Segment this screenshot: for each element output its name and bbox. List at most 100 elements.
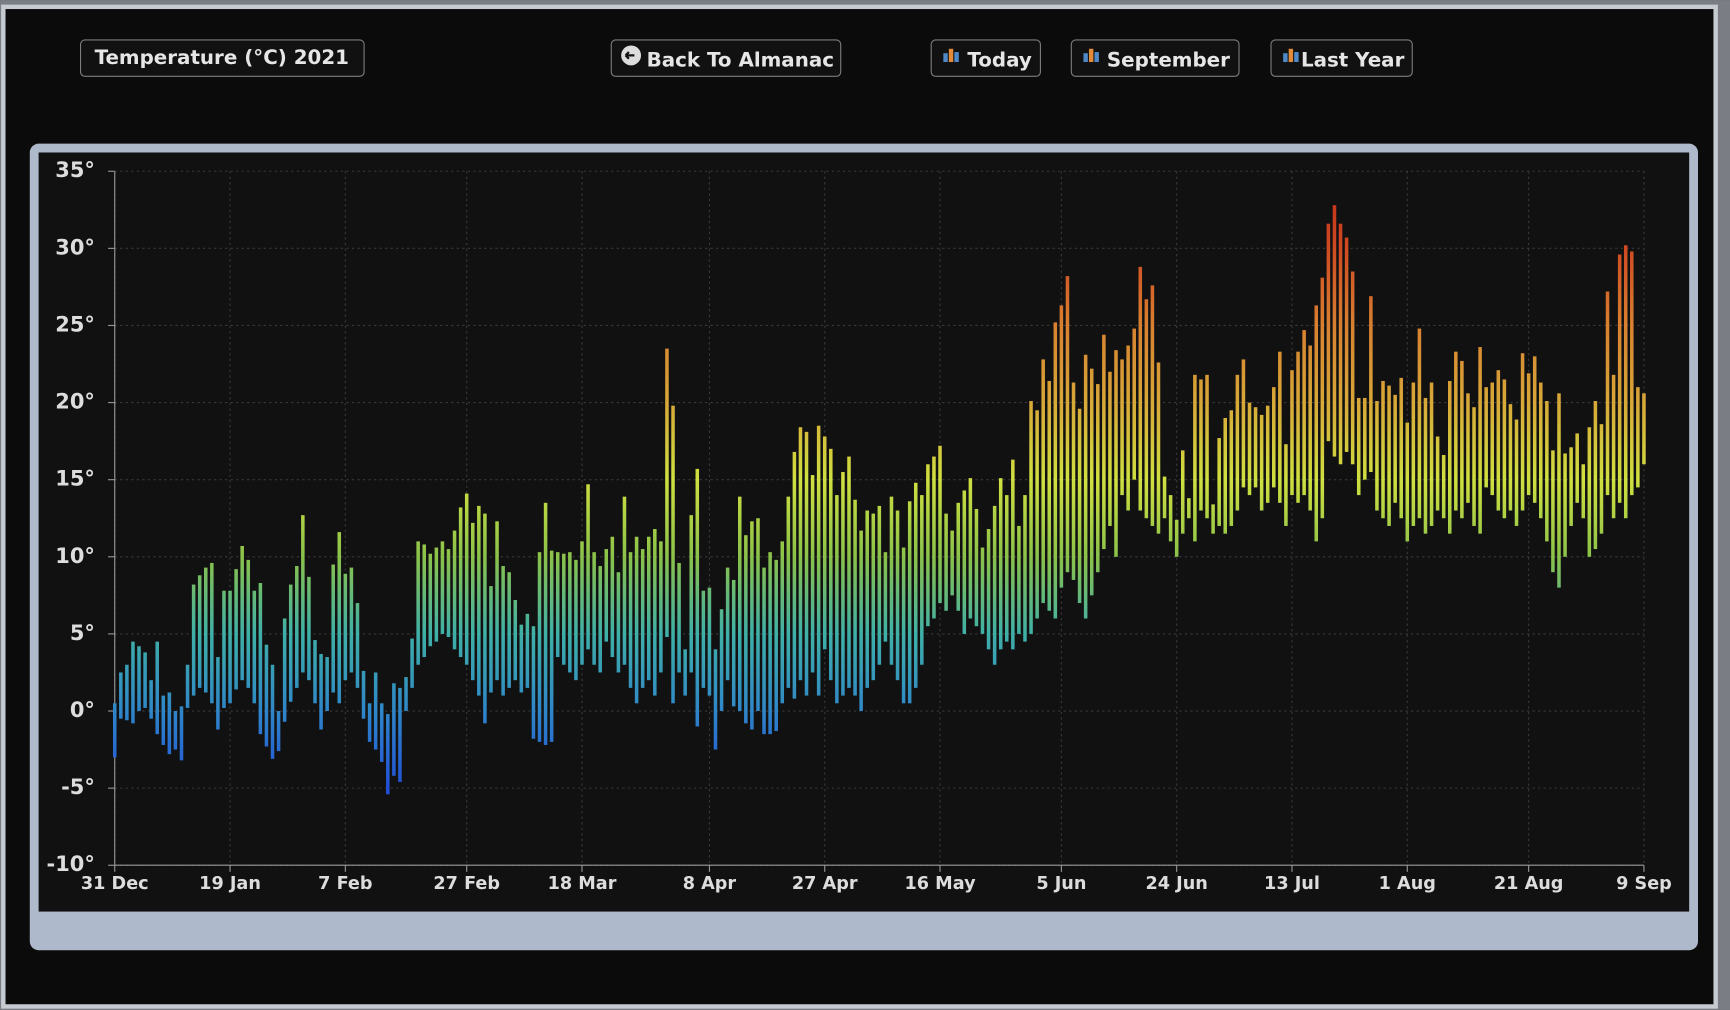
bar <box>980 547 985 634</box>
bar <box>986 529 991 650</box>
bar <box>410 638 414 688</box>
bar <box>1089 368 1094 596</box>
bar <box>1472 407 1476 526</box>
bar <box>719 609 724 712</box>
bar <box>907 501 912 704</box>
bar <box>1199 379 1203 511</box>
bar <box>786 496 791 688</box>
bar <box>1302 330 1306 496</box>
bar <box>1539 382 1543 519</box>
bar <box>1581 464 1586 519</box>
bar <box>495 521 499 681</box>
x-tick-label: 5 Jun <box>1036 874 1086 894</box>
bar <box>555 552 560 658</box>
bar <box>1526 373 1531 496</box>
bar <box>1593 401 1598 550</box>
bar <box>816 425 821 696</box>
box[interactable] <box>930 39 1041 77</box>
bar <box>1065 276 1070 573</box>
bar <box>865 510 869 688</box>
bar <box>1035 410 1039 619</box>
bar <box>1478 347 1482 534</box>
bar <box>471 522 475 681</box>
x-tick-label: 24 Jun <box>1145 874 1207 894</box>
bar <box>744 535 748 724</box>
button-label[interactable]: September <box>1107 48 1230 71</box>
bar <box>1132 328 1136 480</box>
bar <box>1642 393 1646 465</box>
bar <box>1108 371 1112 526</box>
september-button[interactable]: September <box>1070 39 1240 77</box>
button-label[interactable]: Back To Almanac <box>647 48 834 71</box>
bar <box>932 456 936 619</box>
bar <box>1077 408 1082 604</box>
bar <box>659 541 663 673</box>
bar <box>1265 405 1270 503</box>
y-tick-label: 15° <box>55 467 95 491</box>
y-tick-label: -5° <box>61 775 95 799</box>
bar <box>653 529 657 696</box>
bar <box>210 562 214 704</box>
bar <box>276 711 281 752</box>
bar <box>216 657 220 730</box>
plot-bg <box>38 152 1690 912</box>
x-tick-label: 21 Aug <box>1494 874 1564 894</box>
today-button[interactable]: Today <box>930 39 1041 77</box>
bar <box>307 576 311 681</box>
button-label[interactable]: Last Year <box>1301 48 1405 71</box>
y-tick-label: 30° <box>55 235 95 259</box>
bar <box>859 530 863 712</box>
bar <box>683 649 687 696</box>
bar <box>956 502 960 611</box>
bar <box>665 348 669 637</box>
y-tick-label: 20° <box>55 390 95 414</box>
bar <box>343 573 348 681</box>
bar <box>1447 380 1452 534</box>
bar <box>234 569 238 690</box>
bar <box>738 496 742 712</box>
icon <box>1094 52 1099 63</box>
icon <box>954 52 959 63</box>
bar <box>701 590 706 688</box>
bar <box>622 496 627 665</box>
icon <box>948 48 954 63</box>
bar <box>1611 374 1616 519</box>
bar <box>1308 345 1312 511</box>
bar <box>173 711 178 750</box>
bar <box>477 505 481 696</box>
bar <box>586 484 590 650</box>
bar <box>161 695 166 745</box>
bar <box>944 513 948 611</box>
bar <box>440 541 445 634</box>
bar <box>616 572 621 673</box>
y-tick-label: 25° <box>55 312 95 336</box>
box[interactable] <box>610 39 842 77</box>
last-year-button[interactable]: Last Year <box>1270 39 1413 77</box>
bar <box>689 515 693 673</box>
bar <box>337 532 342 704</box>
bar <box>222 590 226 708</box>
bar <box>1605 291 1610 496</box>
box[interactable] <box>1070 39 1240 77</box>
bar <box>313 640 317 704</box>
back-button[interactable]: Back To Almanac <box>610 39 842 77</box>
icon <box>624 51 635 60</box>
icon <box>1088 48 1094 63</box>
y-tick-label: 5° <box>70 621 95 645</box>
bar <box>562 553 566 665</box>
bar <box>1599 424 1604 534</box>
bar <box>246 559 251 688</box>
bar <box>379 703 384 762</box>
x-tick-label: 8 Apr <box>683 874 737 894</box>
box[interactable] <box>1270 39 1413 77</box>
bar <box>525 613 530 688</box>
bar <box>1369 296 1373 472</box>
bar <box>404 677 408 712</box>
bar <box>489 586 493 693</box>
bar <box>1514 419 1519 526</box>
bar <box>1563 453 1567 557</box>
button-label[interactable]: Today <box>967 48 1032 71</box>
bar <box>501 566 505 696</box>
bar <box>1423 397 1428 534</box>
x-tick-label: 7 Feb <box>318 874 372 894</box>
